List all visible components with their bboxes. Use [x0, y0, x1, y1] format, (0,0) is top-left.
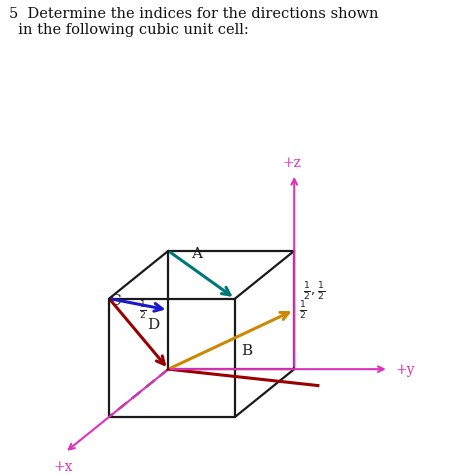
Text: A: A	[191, 247, 202, 261]
Text: $\frac{1}{2}$: $\frac{1}{2}$	[299, 299, 307, 321]
Text: $\frac{1}{2}$: $\frac{1}{2}$	[139, 299, 147, 321]
Text: +x: +x	[53, 459, 73, 474]
Text: B: B	[241, 344, 252, 357]
Text: +z: +z	[283, 156, 302, 170]
Text: C: C	[109, 293, 121, 307]
Text: D: D	[147, 317, 160, 331]
Text: +y: +y	[396, 362, 415, 377]
Text: $\frac{1}{2},\frac{1}{2}$: $\frac{1}{2},\frac{1}{2}$	[302, 280, 325, 302]
Text: 5  Determine the indices for the directions shown
  in the following cubic unit : 5 Determine the indices for the directio…	[9, 7, 379, 37]
